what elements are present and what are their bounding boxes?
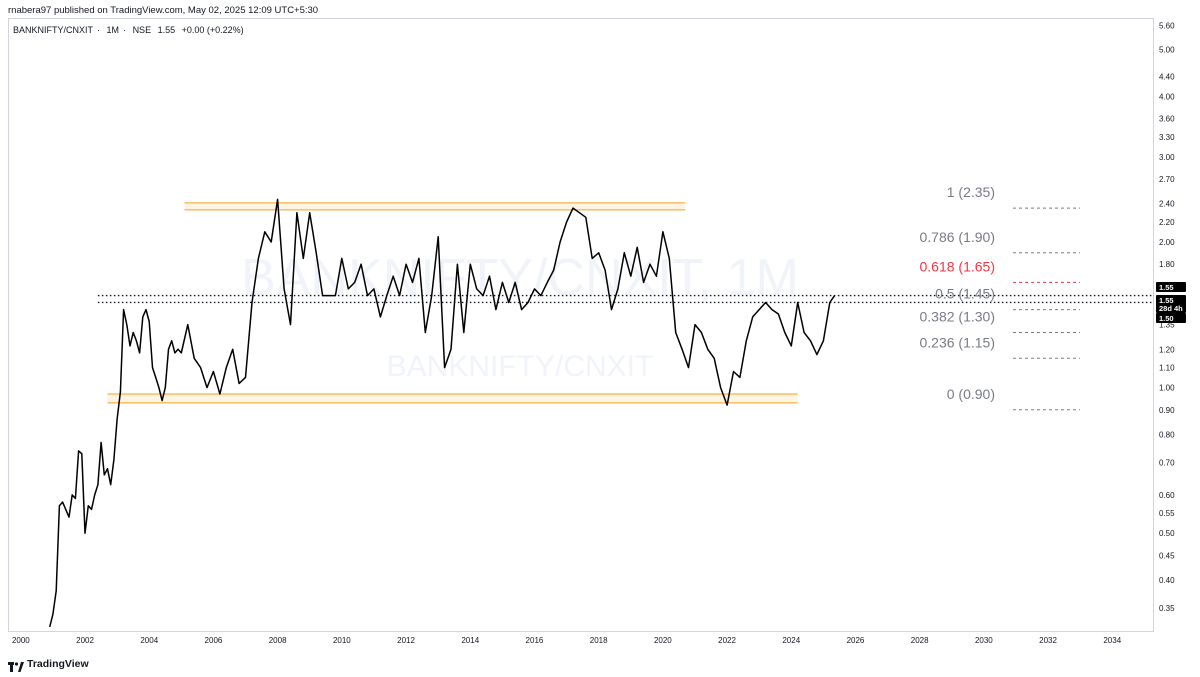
tradingview-logo-icon xyxy=(8,659,24,672)
chart-frame[interactable] xyxy=(8,18,1154,632)
x-tick-label: 2004 xyxy=(140,636,158,645)
price-label-upper-box xyxy=(1156,282,1186,292)
y-tick-label: 1.10 xyxy=(1159,364,1175,373)
y-tick-label: 0.80 xyxy=(1159,431,1175,440)
interval-label[interactable]: 1M xyxy=(106,25,120,35)
y-tick-label: 0.90 xyxy=(1159,406,1175,415)
symbol-name[interactable]: BANKNIFTY/CNXIT xyxy=(13,25,94,35)
x-tick-label: 2020 xyxy=(654,636,672,645)
y-tick-label: 0.40 xyxy=(1159,576,1175,585)
y-tick-label: 3.30 xyxy=(1159,133,1175,142)
price-label-last-box xyxy=(1156,295,1186,313)
zone-support xyxy=(107,394,798,403)
fib-label-3: 0.5 (1.45) xyxy=(935,286,995,302)
y-tick-label: 2.70 xyxy=(1159,175,1175,184)
fib-label-0: 1 (2.35) xyxy=(947,184,995,200)
x-tick-label: 2032 xyxy=(1039,636,1057,645)
x-tick-label: 2022 xyxy=(718,636,736,645)
x-tick-label: 2028 xyxy=(911,636,929,645)
price-label-lower-text: 1.50 xyxy=(1159,314,1174,323)
legend-sep: · xyxy=(97,25,101,35)
y-tick-label: 0.35 xyxy=(1159,604,1175,613)
symbol-legend: BANKNIFTY/CNXIT · 1M · NSE 1.55 +0.00 (+0.… xyxy=(13,25,248,35)
y-tick-label: 2.20 xyxy=(1159,218,1175,227)
price-label-last-text: 28d 4h xyxy=(1159,304,1183,313)
y-tick-label: 1.00 xyxy=(1159,384,1175,393)
fib-label-4: 0.382 (1.30) xyxy=(920,309,996,325)
zone-resistance xyxy=(184,202,686,210)
price-label-upper-text: 1.55 xyxy=(1159,283,1174,292)
x-tick-label: 2010 xyxy=(333,636,351,645)
y-tick-label: 5.00 xyxy=(1159,46,1175,55)
last-price: 1.55 xyxy=(157,25,176,35)
y-tick-label: 3.60 xyxy=(1159,115,1175,124)
y-tick-label: 2.00 xyxy=(1159,238,1175,247)
published-info: rnabera97 published on TradingView.com, … xyxy=(8,5,319,16)
fib-label-2: 0.618 (1.65) xyxy=(920,258,996,274)
x-tick-label: 2006 xyxy=(205,636,223,645)
y-tick-label: 0.60 xyxy=(1159,491,1175,500)
x-tick-label: 2024 xyxy=(782,636,800,645)
price-line xyxy=(48,198,836,628)
x-tick-label: 2014 xyxy=(461,636,479,645)
price-change: +0.00 (+0.22%) xyxy=(181,25,244,35)
x-tick-label: 2002 xyxy=(76,636,94,645)
y-tick-label: 2.40 xyxy=(1159,200,1175,209)
y-tick-label: 4.00 xyxy=(1159,92,1175,101)
y-tick-label: 1.35 xyxy=(1159,321,1175,330)
x-tick-label: 2016 xyxy=(526,636,544,645)
tradingview-brand: TradingView xyxy=(27,658,89,670)
x-tick-label: 2000 xyxy=(12,636,30,645)
x-tick-label: 2030 xyxy=(975,636,993,645)
watermark-small: BANKNIFTY/CNXIT xyxy=(387,350,654,383)
y-tick-label: 4.40 xyxy=(1159,72,1175,81)
y-tick-label: 3.00 xyxy=(1159,153,1175,162)
price-label-last-text: 1.55 xyxy=(1159,296,1174,305)
fib-label-6: 0 (0.90) xyxy=(947,386,995,402)
x-tick-label: 2012 xyxy=(397,636,415,645)
watermark-large: BANKNIFTY/CNXIT, 1M xyxy=(241,249,799,307)
publish-header: rnabera97 published on TradingView.com, … xyxy=(0,0,1200,18)
fib-label-5: 0.236 (1.15) xyxy=(920,334,996,350)
x-tick-label: 2026 xyxy=(847,636,865,645)
legend-sep: · xyxy=(123,25,127,35)
y-tick-label: 0.45 xyxy=(1159,551,1175,560)
y-tick-label: 1.20 xyxy=(1159,345,1175,354)
x-tick-label: 2008 xyxy=(269,636,287,645)
y-tick-label: 1.80 xyxy=(1159,260,1175,269)
footer-brand[interactable]: TradingView xyxy=(8,656,89,672)
y-tick-label: 5.60 xyxy=(1159,22,1175,31)
x-tick-label: 2034 xyxy=(1103,636,1121,645)
y-tick-label: 0.55 xyxy=(1159,509,1175,518)
fib-label-1: 0.786 (1.90) xyxy=(920,229,996,245)
exchange-label: NSE xyxy=(132,25,152,35)
y-tick-label: 0.70 xyxy=(1159,459,1175,468)
y-tick-label: 0.50 xyxy=(1159,529,1175,538)
price-label-lower-box xyxy=(1156,313,1186,323)
x-tick-label: 2018 xyxy=(590,636,608,645)
